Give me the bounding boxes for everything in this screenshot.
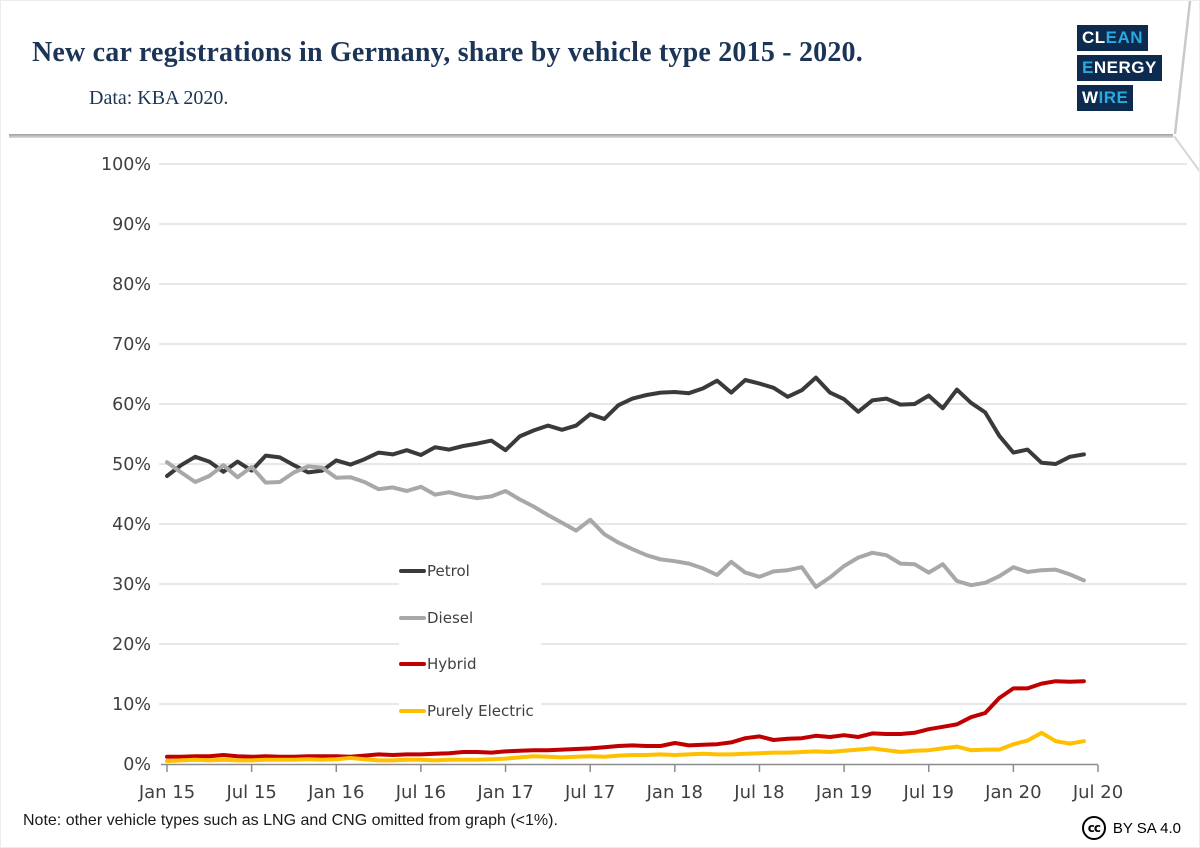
creative-commons-icon: cc <box>1081 816 1106 840</box>
y-axis-tick-label: 40% <box>112 515 151 535</box>
license-badge: cc BY SA 4.0 <box>1081 816 1181 840</box>
y-axis-tick-label: 50% <box>112 455 151 475</box>
clean-energy-wire-logo: CLEAN ENERGY WIRE <box>1077 25 1162 115</box>
y-axis-tick-label: 80% <box>112 275 151 295</box>
y-axis-tick-label: 90% <box>112 215 151 235</box>
x-axis-tick-label: Jan 15 <box>138 782 195 803</box>
logo-row-clean: CLEAN <box>1077 25 1162 51</box>
y-axis-tick-label: 60% <box>112 395 151 415</box>
x-axis-tick-label: Jan 17 <box>476 782 533 803</box>
diesel-line <box>165 460 1086 589</box>
legend-label: Diesel <box>427 608 474 627</box>
legend-label: Hybrid <box>427 655 477 674</box>
chart-legend: Petrol Diesel Hybrid Purely Electric <box>399 555 541 727</box>
x-axis-tick-label: Jul 16 <box>395 782 446 803</box>
legend-label: Petrol <box>427 562 470 580</box>
x-axis-tick-label: Jul 15 <box>225 782 276 803</box>
legend-item-diesel: Diesel <box>399 608 541 628</box>
x-axis-tick-label: Jul 19 <box>903 782 954 803</box>
data-source-subtitle: Data: KBA 2020. <box>89 87 229 109</box>
footnote: Note: other vehicle types such as LNG an… <box>23 812 558 829</box>
legend-item-petrol: Petrol <box>399 561 541 581</box>
hybrid-line-swatch <box>399 662 426 667</box>
x-axis-tick-label: Jul 20 <box>1072 782 1123 803</box>
purely-electric-line-swatch <box>399 708 426 713</box>
y-axis-tick-label: 70% <box>112 335 151 355</box>
x-axis-tick-label: Jan 19 <box>815 782 872 803</box>
petrol-line-swatch <box>399 569 426 573</box>
license-text: BY SA 4.0 <box>1112 819 1181 837</box>
logo-row-energy: ENERGY <box>1077 55 1162 81</box>
legend-item-hybrid: Hybrid <box>399 654 541 674</box>
x-axis-tick-label: Jan 18 <box>646 782 703 803</box>
legend-label: Purely Electric <box>427 701 534 720</box>
y-axis-tick-label: 20% <box>112 635 151 655</box>
page-title: New car registrations in Germany, share … <box>32 37 863 68</box>
purely-electric-line <box>165 730 1086 763</box>
hybrid-line <box>165 679 1086 759</box>
header-divider <box>9 134 1173 138</box>
petrol-line <box>165 375 1086 478</box>
diesel-line-swatch <box>399 615 426 620</box>
x-axis-tick-label: Jul 18 <box>733 782 784 803</box>
x-axis-tick-label: Jan 20 <box>984 782 1041 803</box>
y-axis-tick-label: 30% <box>112 575 151 595</box>
header: New car registrations in Germany, share … <box>1 1 1199 134</box>
legend-item-purely-electric: Purely Electric <box>399 701 541 721</box>
x-axis-tick-label: Jul 17 <box>564 782 615 803</box>
y-axis-tick-label: 10% <box>112 695 151 715</box>
x-axis-tick-label: Jan 16 <box>307 782 364 803</box>
y-axis-tick-label: 0% <box>123 755 151 775</box>
y-axis-tick-label: 100% <box>101 155 151 175</box>
logo-row-wire: WIRE <box>1077 85 1162 111</box>
